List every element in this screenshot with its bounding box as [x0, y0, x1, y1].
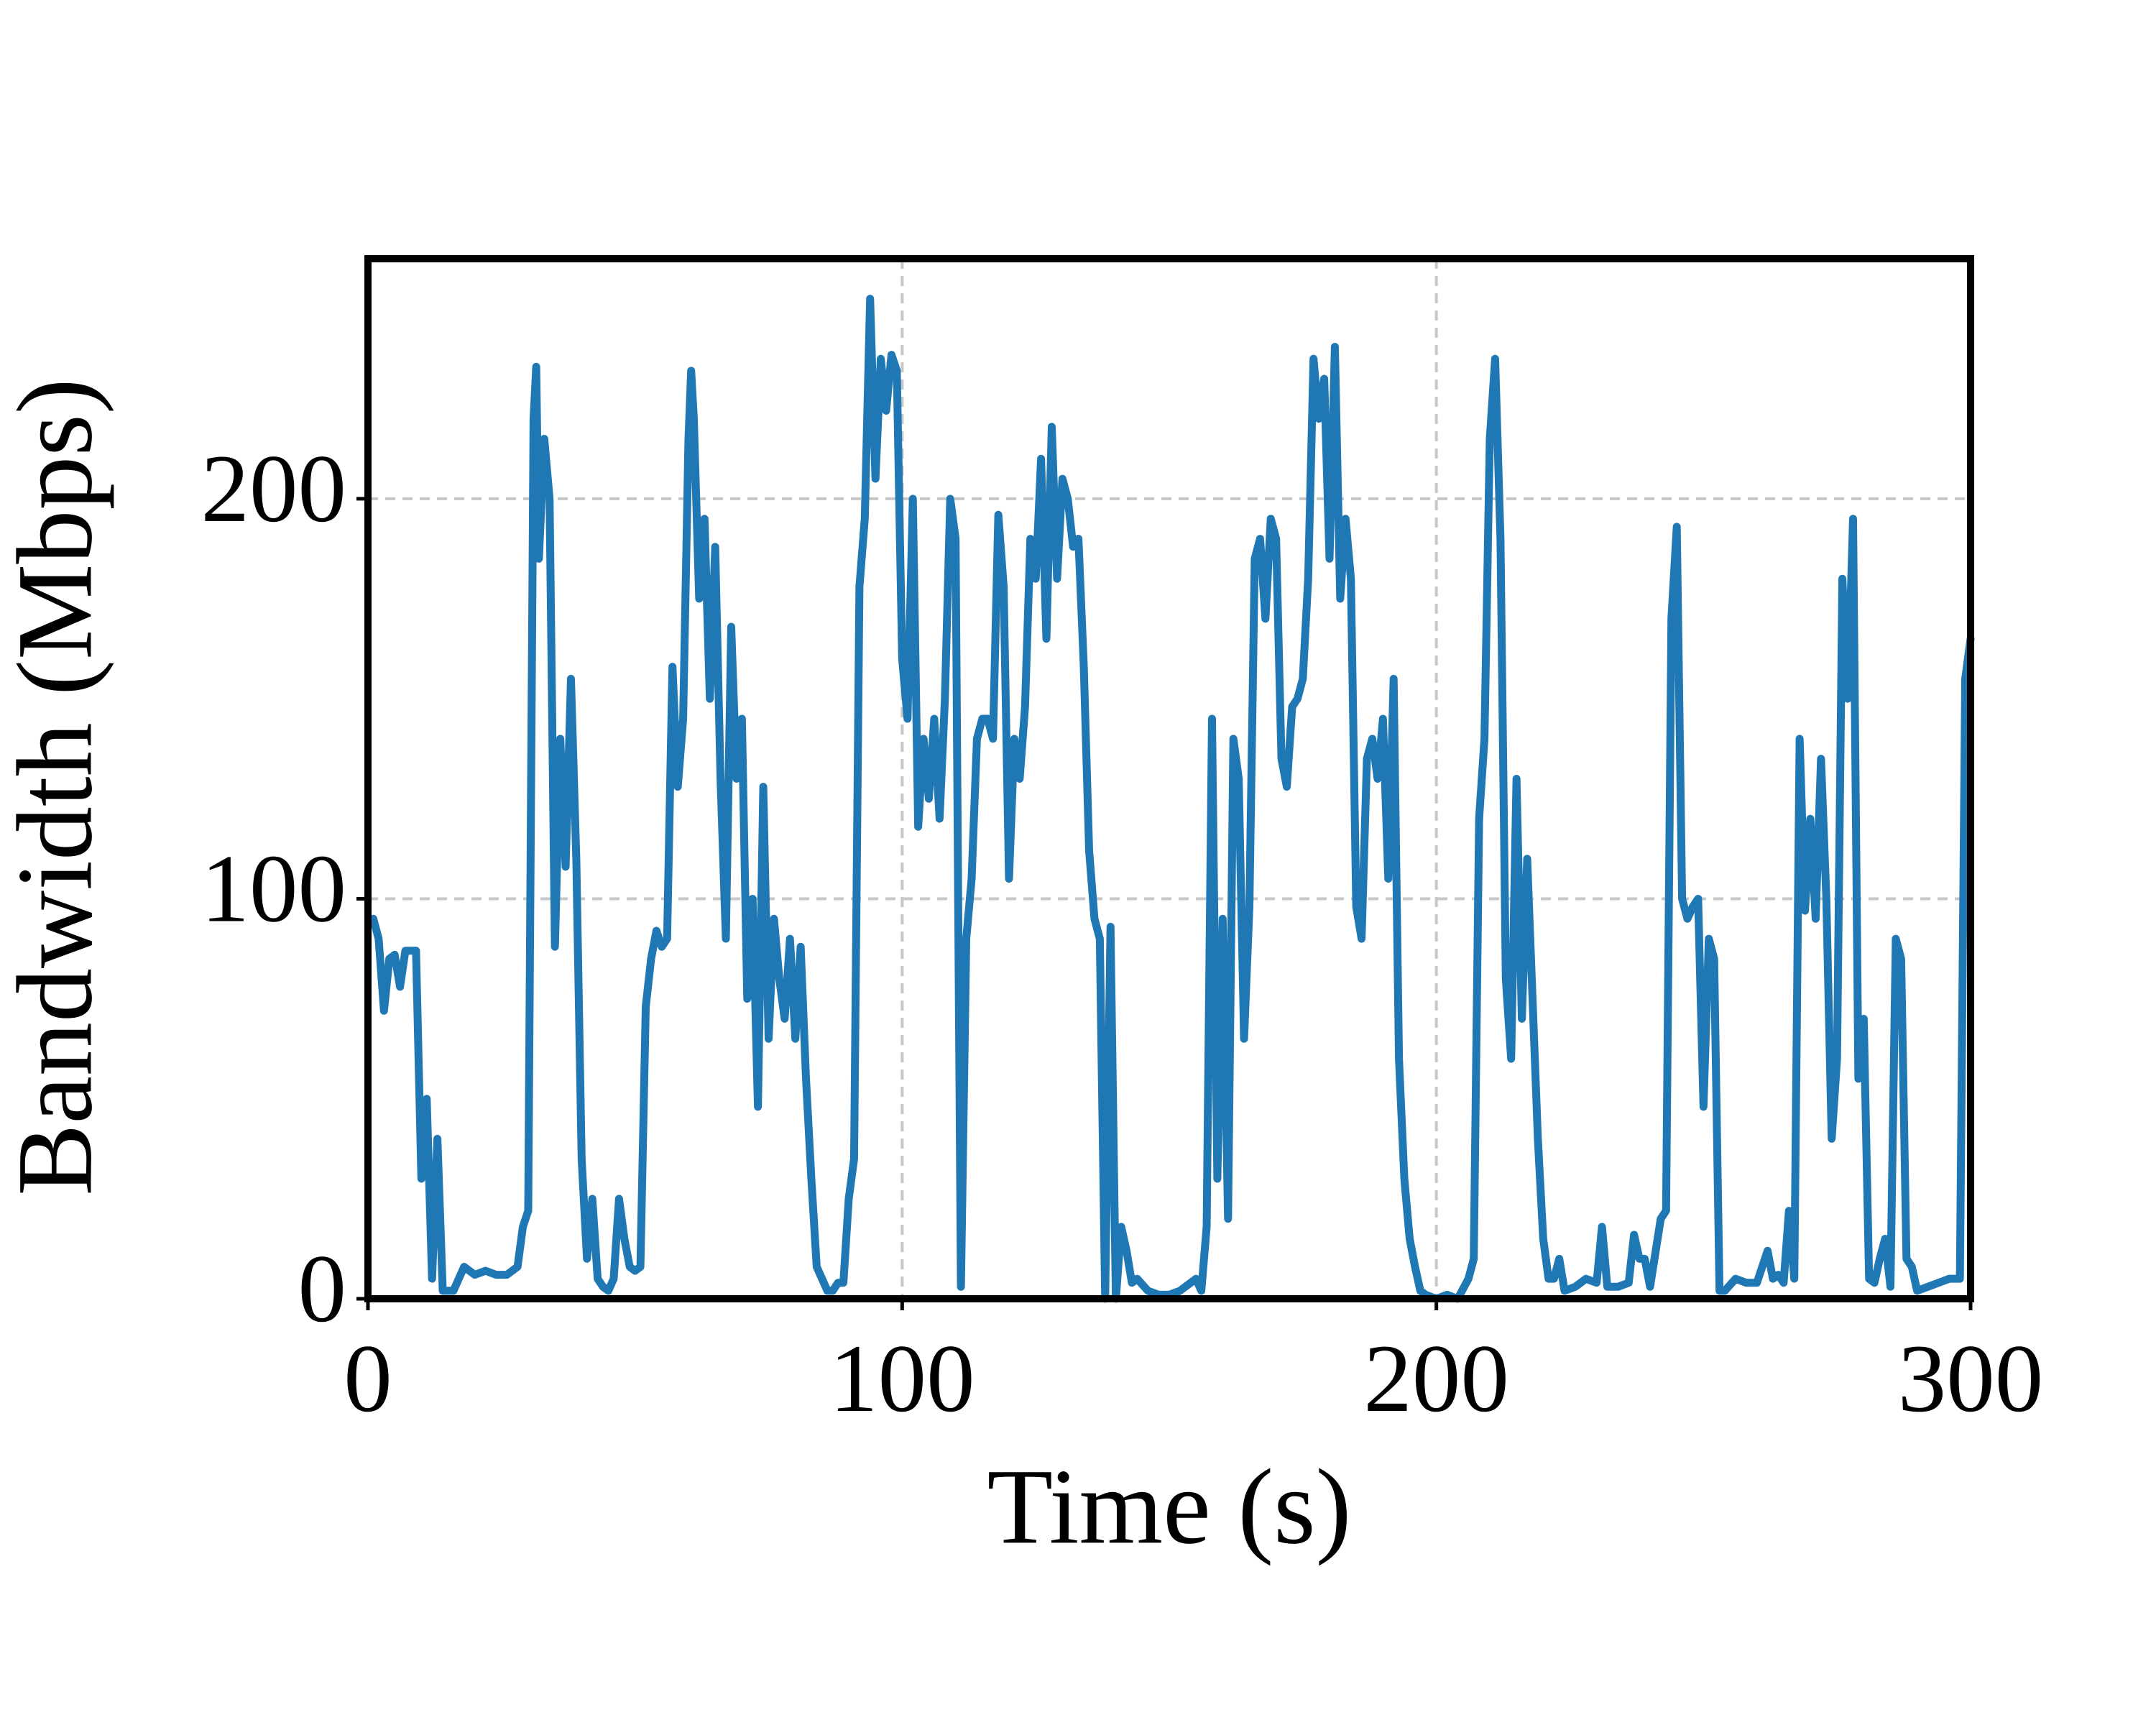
plot-frame [364, 255, 1974, 1302]
y-tick-label: 0 [298, 1236, 347, 1343]
x-tick-label: 0 [344, 1325, 392, 1432]
y-tick-label: 200 [201, 436, 347, 543]
x-axis-label: Time (s) [987, 1447, 1351, 1566]
x-tick-label: 100 [829, 1325, 975, 1432]
y-axis-label: Bandwidth (Mbps) [0, 378, 114, 1195]
x-tick-label: 200 [1363, 1325, 1509, 1432]
x-tick-label: 300 [1898, 1325, 2044, 1432]
data-line [369, 295, 1975, 1303]
y-tick-label: 100 [201, 835, 347, 942]
